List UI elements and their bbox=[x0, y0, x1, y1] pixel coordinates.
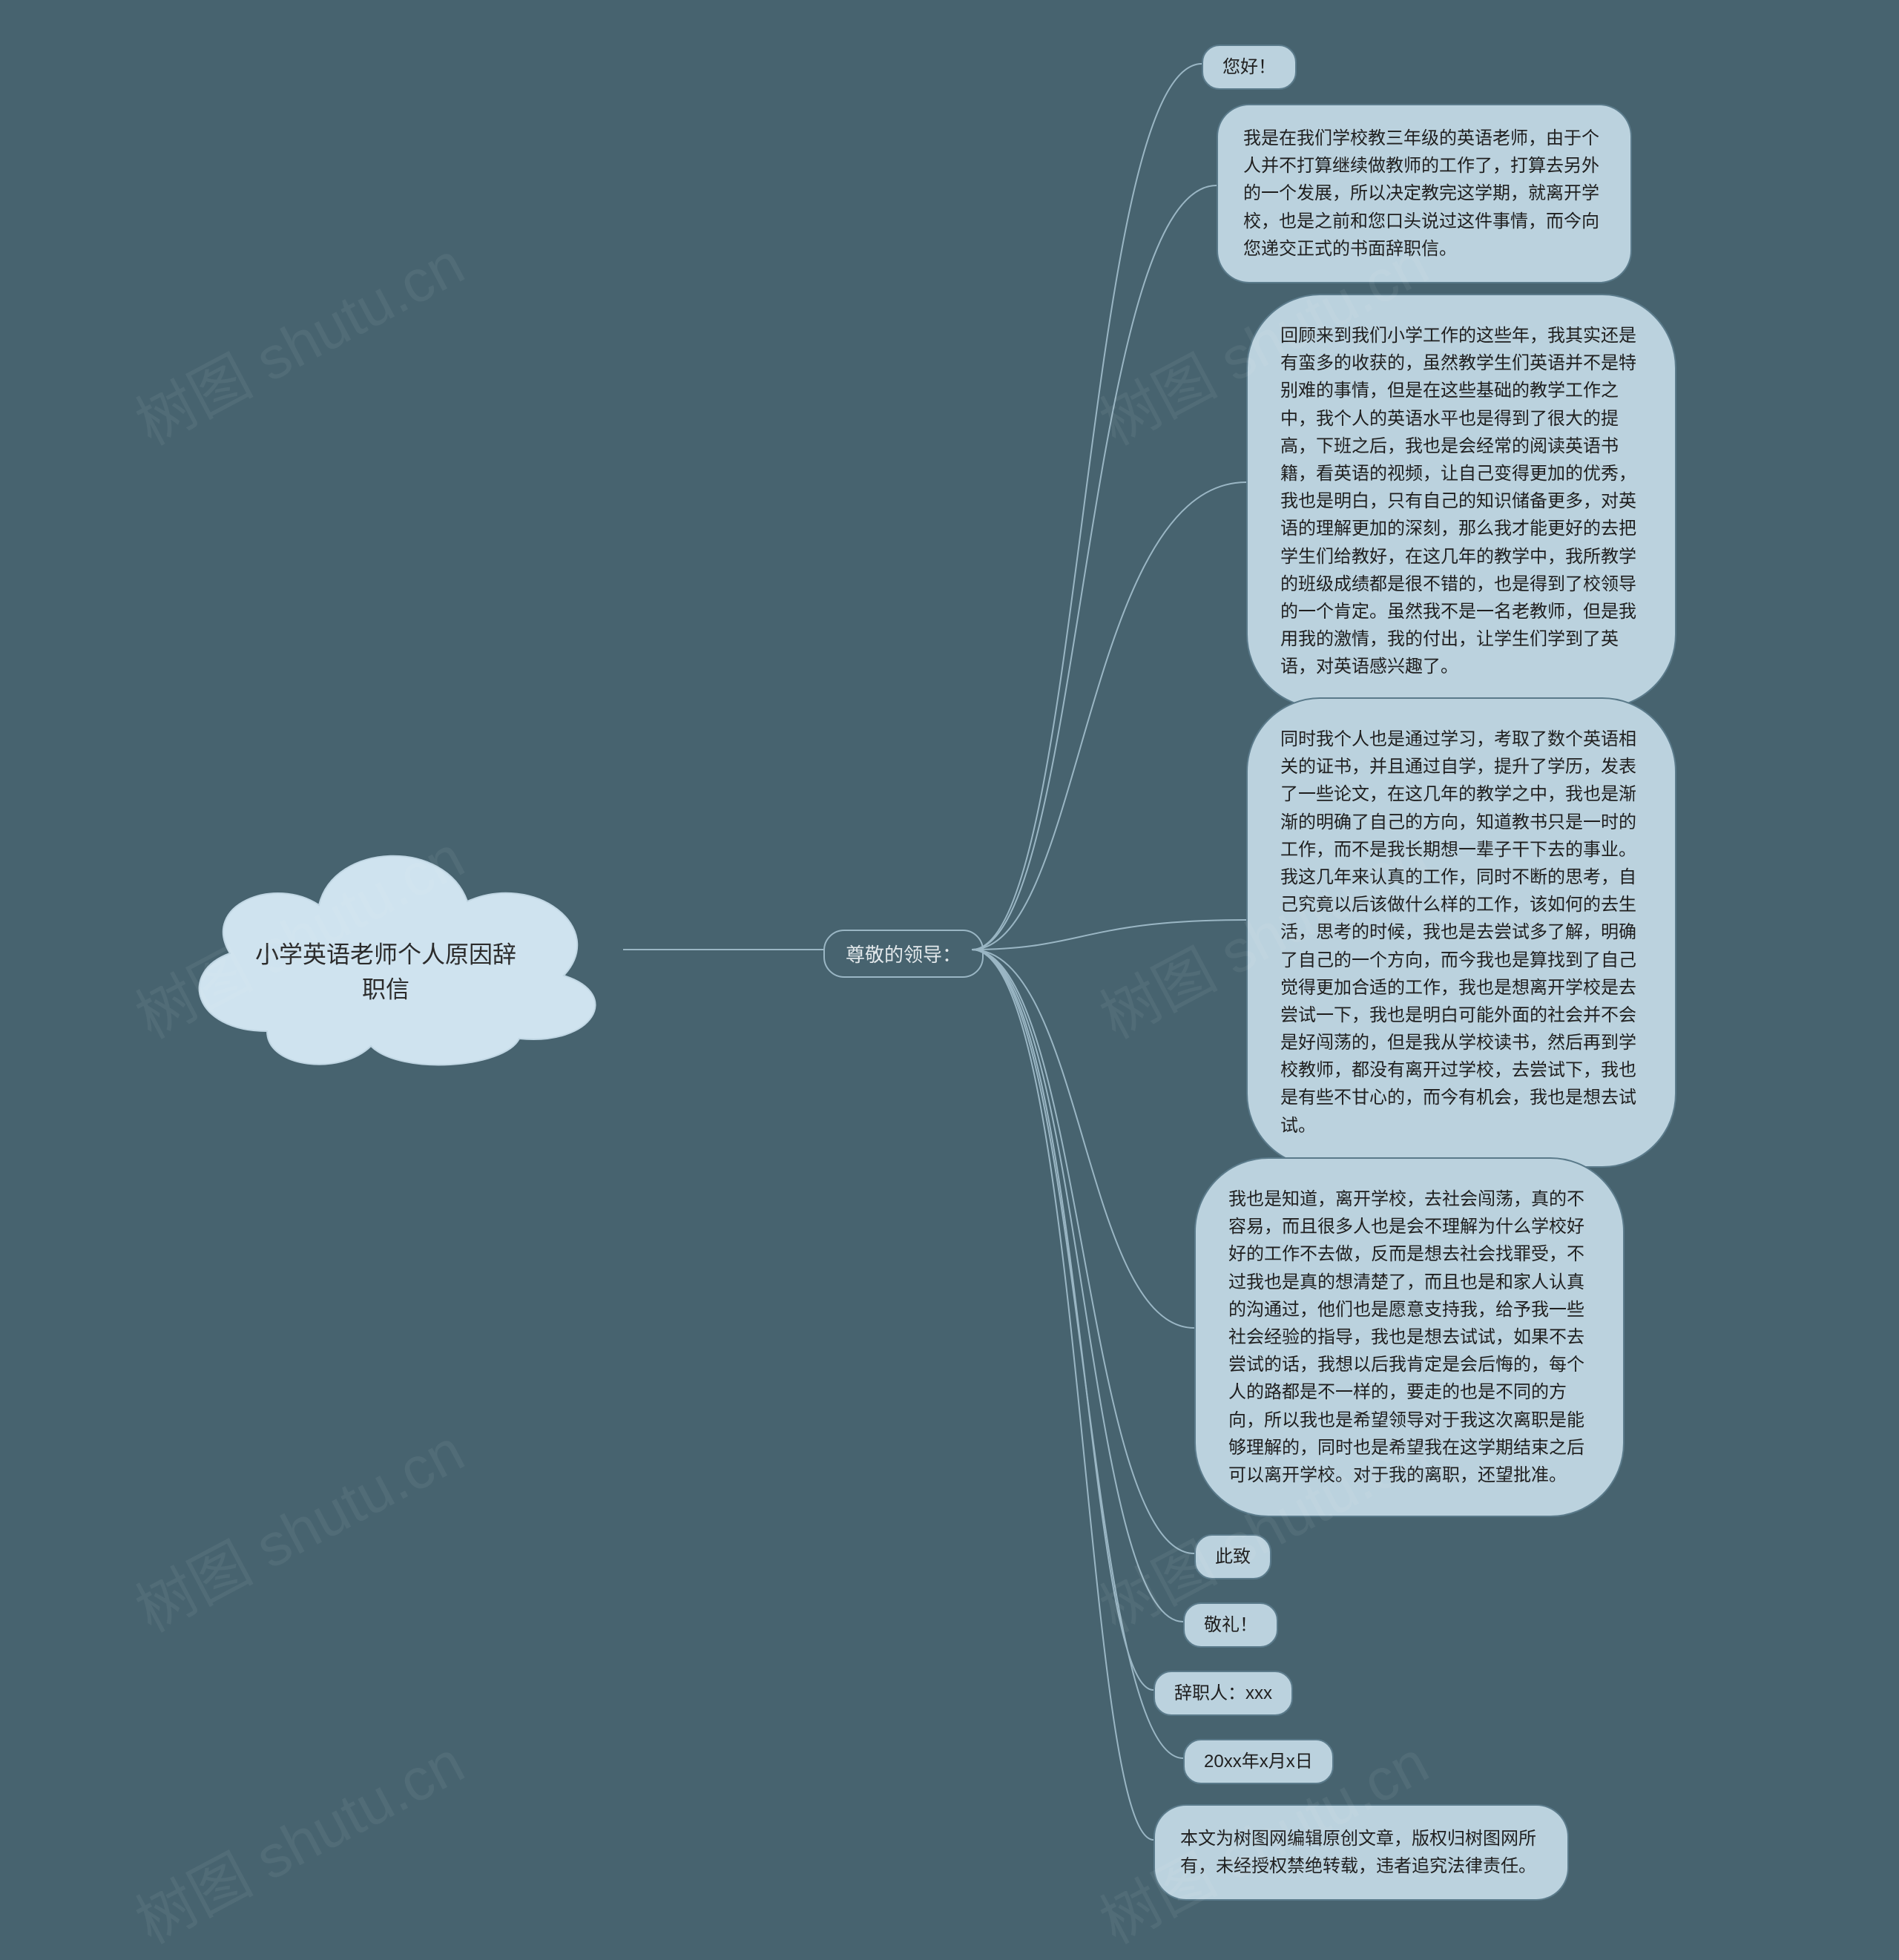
child-node[interactable]: 辞职人：xxx bbox=[1153, 1671, 1293, 1716]
child-node[interactable]: 20xx年x月x日 bbox=[1183, 1739, 1334, 1784]
child-label: 我是在我们学校教三年级的英语老师，由于个人并不打算继续做教师的工作了，打算去另外… bbox=[1243, 128, 1599, 259]
root-node[interactable]: 小学英语老师个人原因辞职信 bbox=[148, 809, 623, 1091]
child-label: 本文为树图网编辑原创文章，版权归树图网所有，未经授权禁绝转载，违者追究法律责任。 bbox=[1180, 1829, 1536, 1876]
child-label: 20xx年x月x日 bbox=[1204, 1752, 1313, 1772]
root-label: 小学英语老师个人原因辞职信 bbox=[148, 938, 623, 1007]
level1-label: 尊敬的领导： bbox=[846, 944, 961, 966]
child-label: 您好！ bbox=[1222, 57, 1276, 77]
child-node[interactable]: 回顾来到我们小学工作的这些年，我其实还是有蛮多的收获的，虽然教学生们英语并不是特… bbox=[1246, 294, 1676, 708]
child-label: 此致 bbox=[1215, 1547, 1251, 1567]
child-node[interactable]: 我是在我们学校教三年级的英语老师，由于个人并不打算继续做教师的工作了，打算去另外… bbox=[1217, 104, 1632, 283]
child-label: 同时我个人也是通过学习，考取了数个英语相关的证书，并且通过自学，提升了学历，发表… bbox=[1280, 729, 1636, 1136]
child-label: 敬礼！ bbox=[1204, 1615, 1257, 1635]
child-label: 我也是知道，离开学校，去社会闯荡，真的不容易，而且很多人也是会不理解为什么学校好… bbox=[1228, 1189, 1584, 1485]
level1-node[interactable]: 尊敬的领导： bbox=[823, 930, 984, 978]
child-node[interactable]: 您好！ bbox=[1202, 45, 1297, 90]
child-node[interactable]: 我也是知道，离开学校，去社会闯荡，真的不容易，而且很多人也是会不理解为什么学校好… bbox=[1194, 1157, 1625, 1517]
child-label: 回顾来到我们小学工作的这些年，我其实还是有蛮多的收获的，虽然教学生们英语并不是特… bbox=[1280, 326, 1636, 677]
child-node[interactable]: 敬礼！ bbox=[1183, 1602, 1278, 1648]
child-node[interactable]: 此致 bbox=[1194, 1534, 1271, 1579]
child-node[interactable]: 本文为树图网编辑原创文章，版权归树图网所有，未经授权禁绝转载，违者追究法律责任。 bbox=[1153, 1804, 1569, 1901]
child-node[interactable]: 同时我个人也是通过学习，考取了数个英语相关的证书，并且通过自学，提升了学历，发表… bbox=[1246, 697, 1676, 1168]
child-label: 辞职人：xxx bbox=[1174, 1683, 1272, 1703]
